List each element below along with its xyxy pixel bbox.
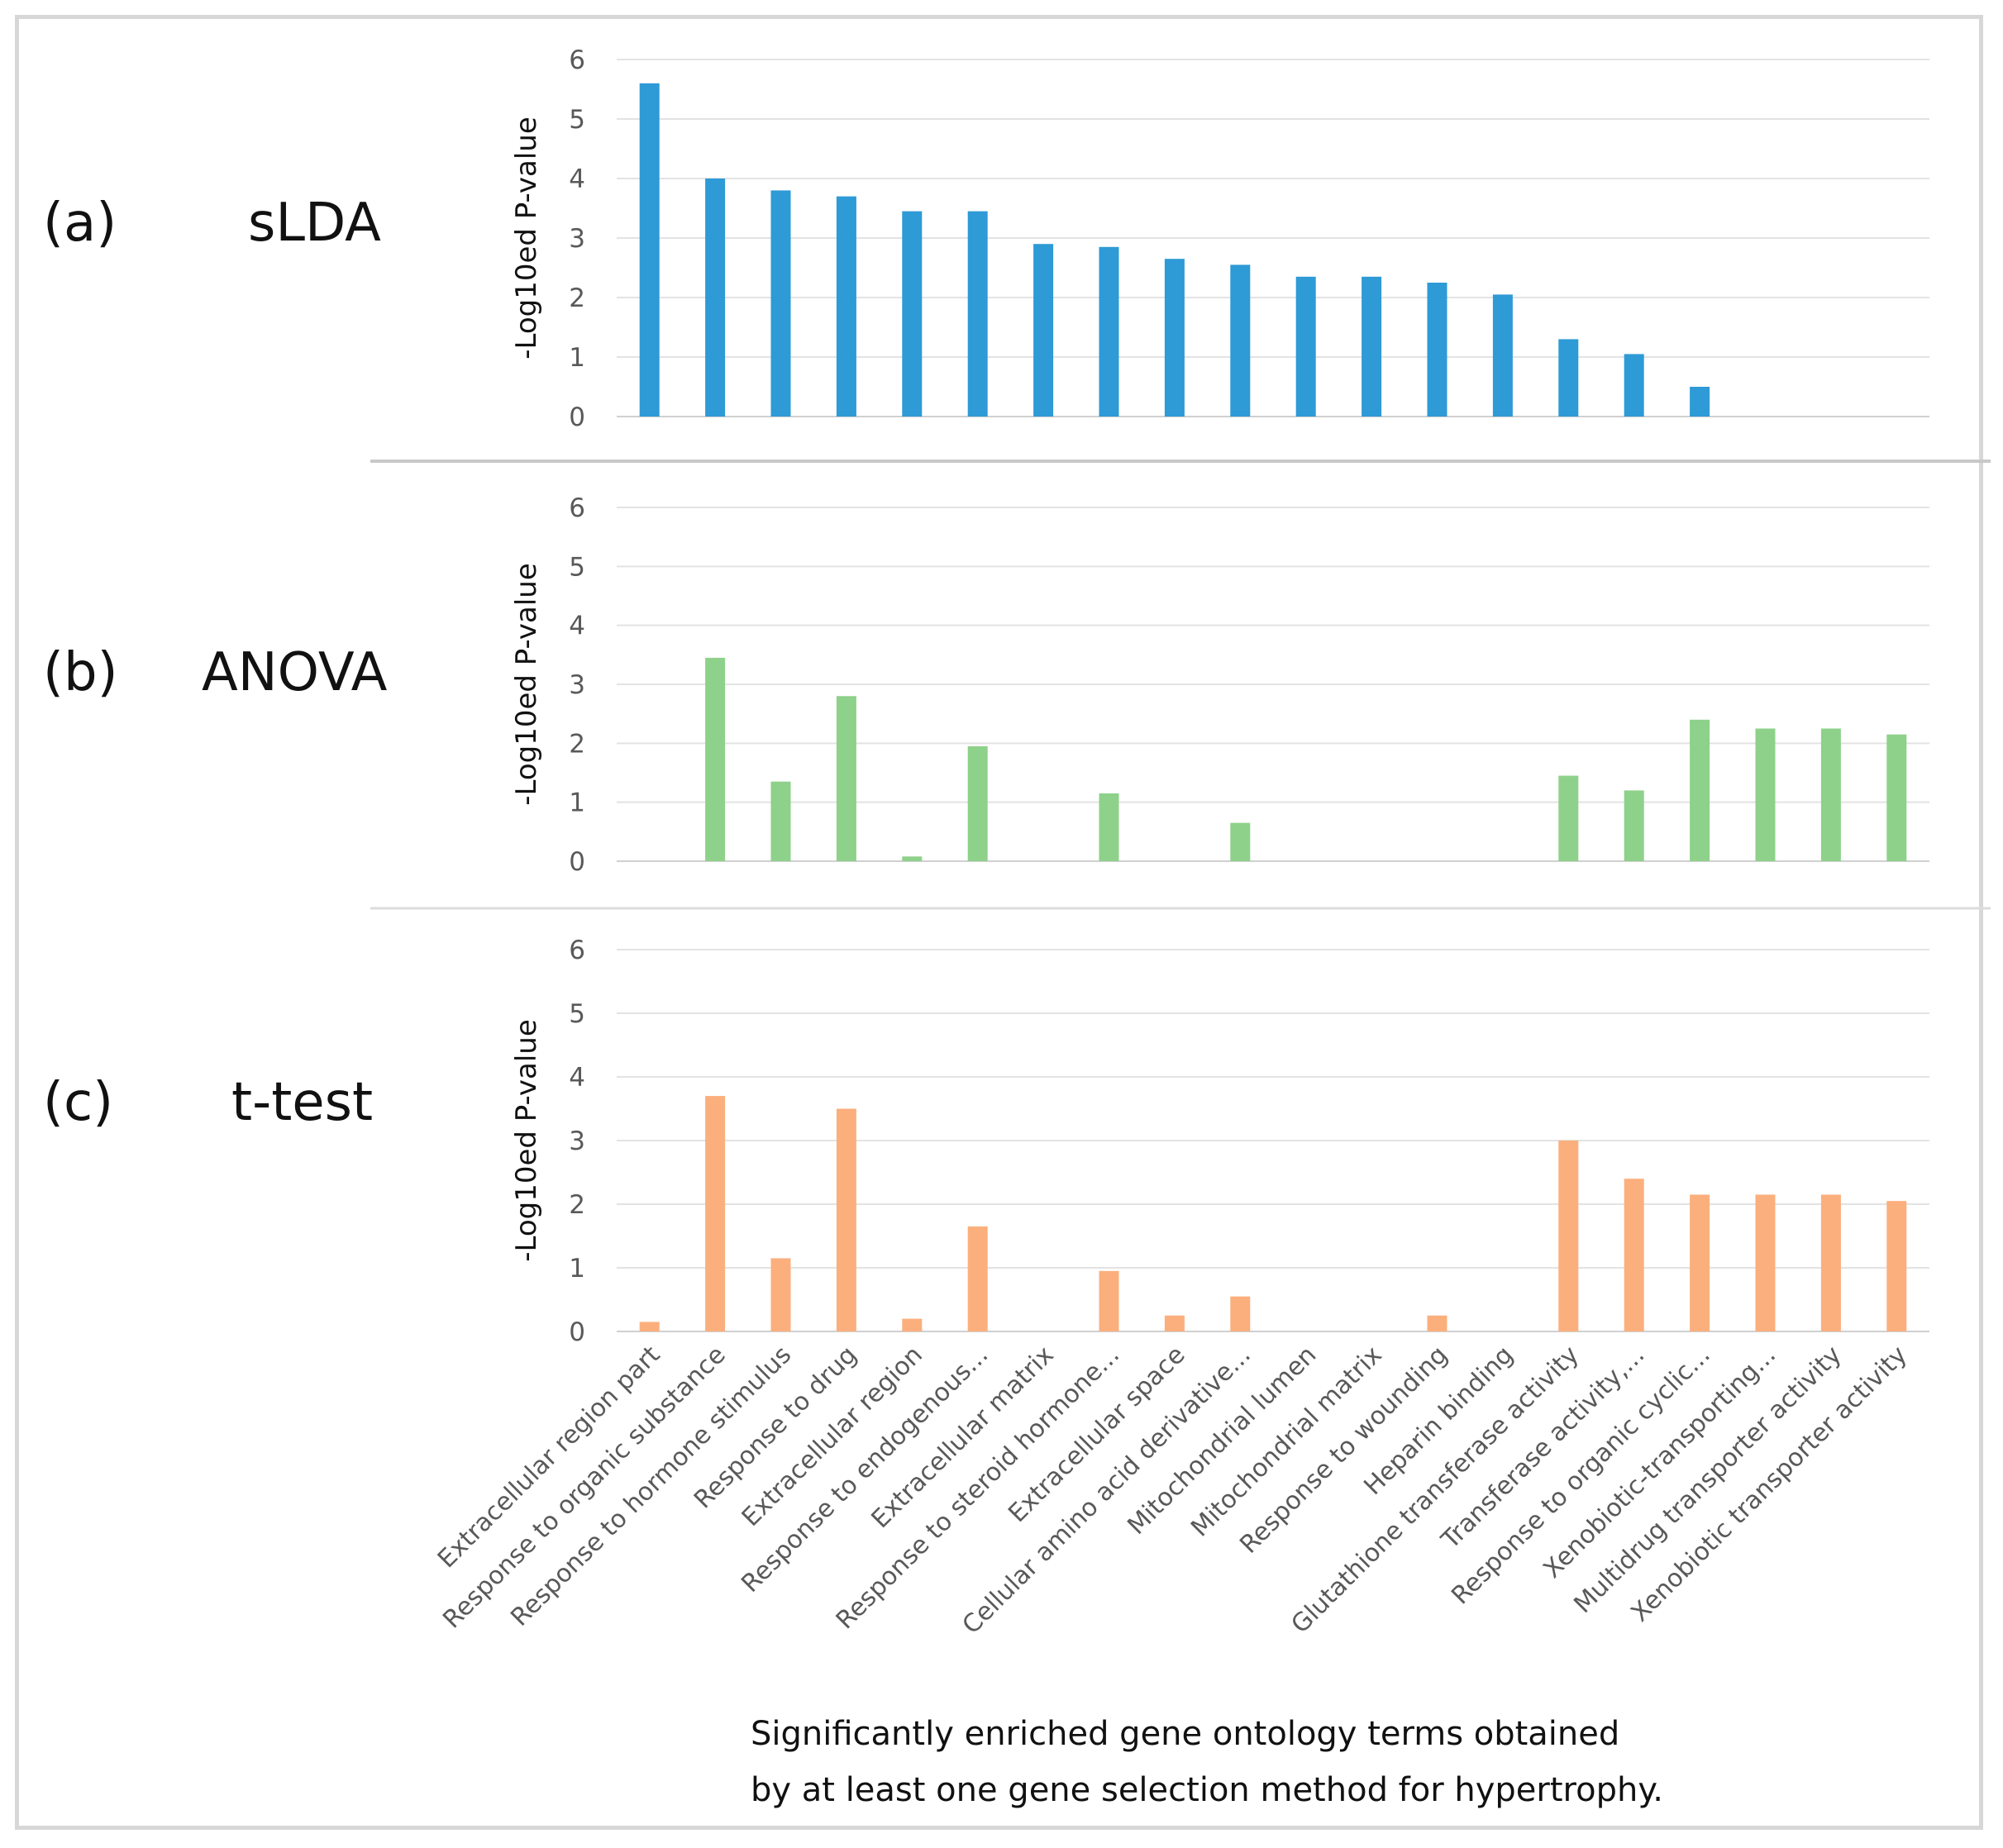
bar — [1492, 294, 1513, 417]
panel-c-method: t-test — [231, 1072, 374, 1133]
bar — [1099, 246, 1119, 417]
y-axis-label: -Log10ed P-value — [510, 1019, 543, 1262]
y-tick-label: 4 — [569, 612, 585, 641]
bar — [1099, 793, 1119, 861]
y-tick-label: 0 — [569, 1317, 585, 1347]
y-tick-label: 5 — [569, 552, 585, 582]
bar — [1886, 734, 1907, 861]
y-tick-label: 3 — [569, 1126, 585, 1156]
y-tick-label: 1 — [569, 788, 585, 818]
figure-caption: Significantly enriched gene ontology ter… — [751, 1706, 1663, 1818]
bar — [1755, 1194, 1776, 1331]
bar — [1690, 387, 1710, 417]
bar — [1427, 1315, 1447, 1331]
figure-frame — [15, 15, 1983, 1830]
bar — [639, 83, 660, 417]
panel-b-letter: (b) — [43, 642, 118, 703]
bar — [770, 190, 791, 417]
y-tick-label: 2 — [569, 729, 585, 759]
bar — [1230, 264, 1251, 417]
bar — [770, 1258, 791, 1331]
caption-line-1: Significantly enriched gene ontology ter… — [751, 1715, 1620, 1753]
y-axis-label: -Log10ed P-value — [510, 117, 543, 360]
bar — [1099, 1270, 1119, 1331]
y-tick-label: 4 — [569, 164, 585, 194]
y-tick-label: 4 — [569, 1063, 585, 1093]
bar — [836, 696, 856, 861]
bar — [902, 856, 923, 861]
y-tick-label: 6 — [569, 936, 585, 965]
y-tick-label: 0 — [569, 847, 585, 877]
bar — [1362, 276, 1382, 417]
bar — [1558, 775, 1579, 861]
y-tick-label: 6 — [569, 493, 585, 523]
bar — [639, 1322, 660, 1331]
panel-a-letter: (a) — [43, 193, 117, 254]
bar — [1690, 1194, 1710, 1331]
y-axis-label: -Log10ed P-value — [510, 563, 543, 806]
bar — [1230, 822, 1251, 861]
bar — [705, 657, 726, 861]
y-tick-label: 2 — [569, 283, 585, 313]
y-tick-label: 5 — [569, 999, 585, 1029]
bar — [902, 1318, 923, 1331]
bar — [1690, 719, 1710, 861]
bar — [1558, 1141, 1579, 1331]
bar — [1295, 276, 1316, 417]
panel-a-method: sLDA — [248, 193, 381, 254]
y-tick-label: 1 — [569, 1254, 585, 1284]
bar — [1624, 790, 1644, 861]
y-tick-label: 1 — [569, 343, 585, 373]
bar — [1230, 1296, 1251, 1331]
bar — [1624, 354, 1644, 417]
bar — [705, 1096, 726, 1331]
bar — [1886, 1201, 1907, 1331]
bar — [902, 211, 923, 417]
y-tick-label: 3 — [569, 224, 585, 254]
bar — [967, 1226, 988, 1331]
bar — [770, 781, 791, 861]
y-tick-label: 6 — [569, 45, 585, 75]
bar — [1164, 1315, 1185, 1331]
caption-line-2: by at least one gene selection method fo… — [751, 1771, 1664, 1809]
bar — [836, 1108, 856, 1331]
bar — [1164, 259, 1185, 417]
bar — [1755, 728, 1776, 861]
bar — [1820, 728, 1841, 861]
x-tick-label: Response to organic substance — [437, 1341, 731, 1634]
bar — [1558, 339, 1579, 417]
panel-c-letter: (c) — [43, 1072, 114, 1133]
bar — [836, 196, 856, 417]
bar — [1820, 1194, 1841, 1331]
bar — [1033, 244, 1054, 417]
y-tick-label: 3 — [569, 670, 585, 700]
bar — [705, 179, 726, 417]
bar — [967, 745, 988, 861]
y-tick-label: 5 — [569, 105, 585, 135]
y-tick-label: 0 — [569, 402, 585, 432]
y-tick-label: 2 — [569, 1190, 585, 1220]
bar — [1624, 1179, 1644, 1331]
bar — [1427, 283, 1447, 417]
panel-b-method: ANOVA — [202, 642, 388, 703]
bar — [967, 211, 988, 417]
